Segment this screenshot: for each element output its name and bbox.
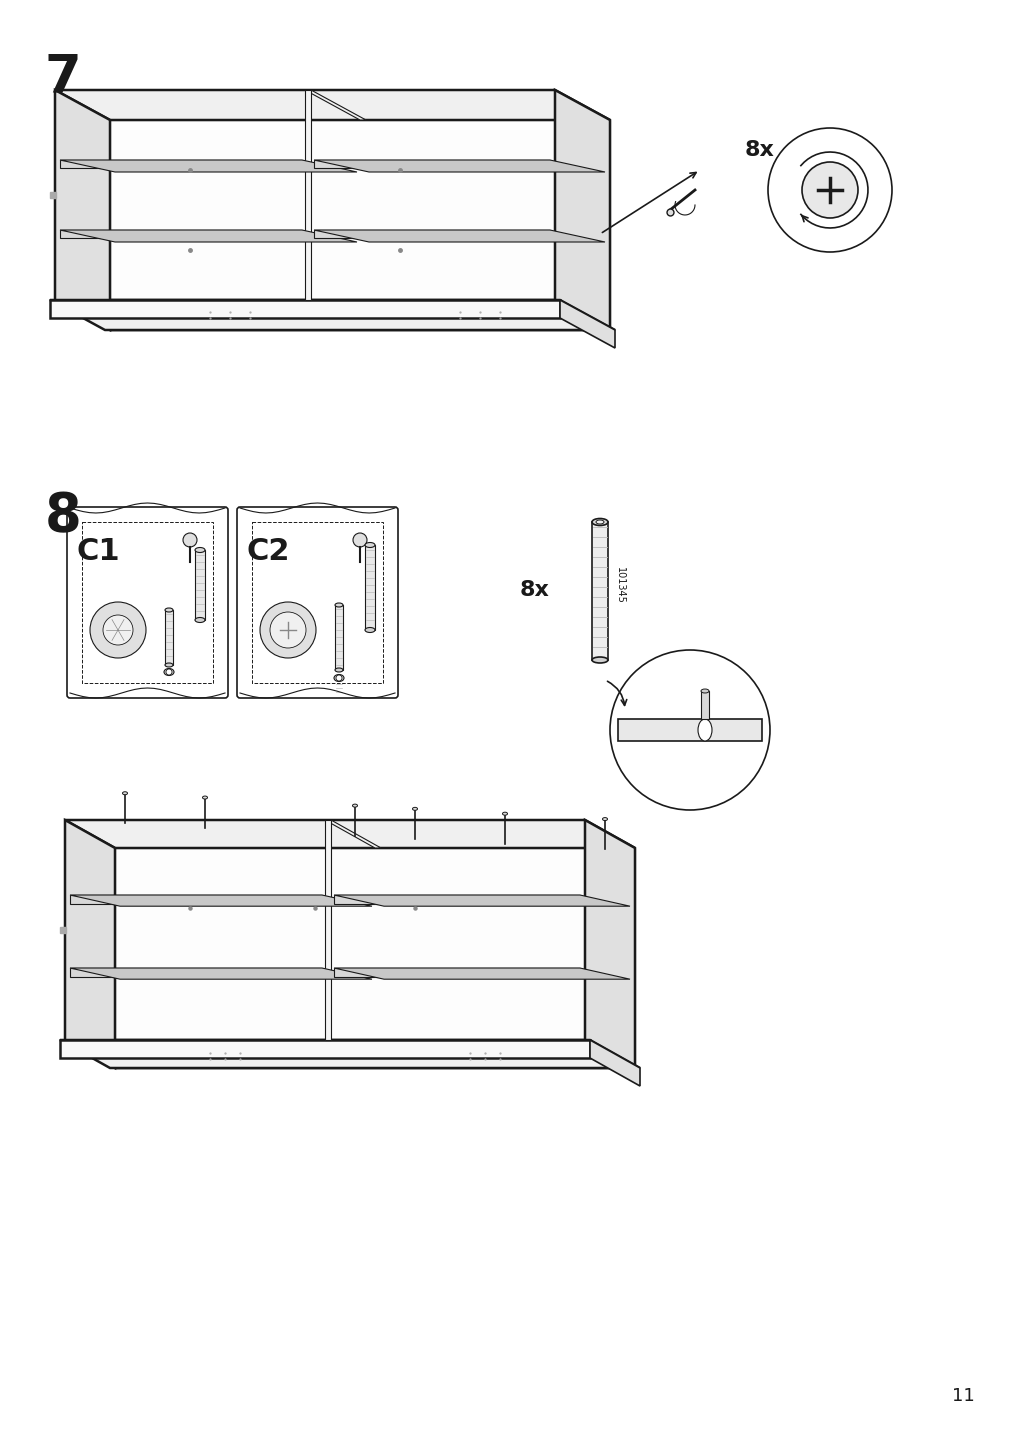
Bar (618, 719, 761, 740)
Polygon shape (313, 231, 605, 242)
Text: C1: C1 (76, 537, 119, 567)
Circle shape (183, 533, 197, 547)
Polygon shape (334, 968, 630, 979)
Bar (335, 604, 343, 670)
Text: 8: 8 (44, 490, 82, 541)
Text: C2: C2 (246, 537, 289, 567)
Circle shape (336, 674, 342, 682)
Polygon shape (60, 160, 301, 168)
Circle shape (801, 162, 857, 218)
Polygon shape (65, 821, 115, 1068)
Ellipse shape (595, 520, 604, 524)
Polygon shape (65, 1040, 634, 1068)
Polygon shape (60, 231, 357, 242)
Polygon shape (70, 968, 321, 977)
Text: 11: 11 (951, 1388, 974, 1405)
Bar (82, 523, 212, 683)
Polygon shape (50, 299, 559, 318)
Bar (365, 546, 375, 630)
Ellipse shape (122, 792, 127, 795)
Polygon shape (65, 821, 634, 848)
Ellipse shape (698, 719, 712, 740)
Ellipse shape (165, 609, 173, 611)
Polygon shape (554, 90, 610, 329)
Polygon shape (70, 895, 321, 904)
FancyBboxPatch shape (237, 507, 397, 697)
Bar (195, 550, 205, 620)
Text: 8x: 8x (520, 580, 549, 600)
Ellipse shape (591, 518, 608, 526)
FancyBboxPatch shape (67, 507, 227, 697)
Bar (165, 610, 173, 664)
Polygon shape (60, 1040, 589, 1058)
Polygon shape (313, 231, 549, 238)
Polygon shape (559, 299, 615, 348)
Polygon shape (304, 90, 366, 120)
Polygon shape (334, 968, 579, 977)
Polygon shape (589, 1040, 639, 1085)
Ellipse shape (412, 808, 418, 811)
Text: 101345: 101345 (615, 567, 625, 603)
Polygon shape (70, 968, 372, 979)
Ellipse shape (202, 796, 207, 799)
Ellipse shape (602, 818, 607, 821)
Polygon shape (584, 821, 634, 1068)
Polygon shape (70, 895, 372, 906)
Circle shape (90, 601, 146, 657)
Polygon shape (60, 1040, 639, 1068)
Polygon shape (313, 160, 549, 168)
Ellipse shape (591, 657, 608, 663)
Ellipse shape (701, 689, 709, 693)
Polygon shape (55, 90, 110, 329)
Ellipse shape (195, 617, 205, 623)
Circle shape (103, 614, 132, 644)
Circle shape (260, 601, 315, 657)
Circle shape (610, 650, 769, 811)
Polygon shape (110, 120, 610, 329)
Ellipse shape (195, 547, 205, 553)
Polygon shape (50, 299, 615, 329)
Ellipse shape (334, 674, 344, 682)
Polygon shape (334, 895, 630, 906)
Polygon shape (313, 160, 605, 172)
Bar (591, 523, 608, 660)
Ellipse shape (352, 805, 357, 808)
Polygon shape (325, 821, 331, 1040)
Circle shape (353, 533, 367, 547)
Ellipse shape (365, 627, 375, 633)
Ellipse shape (335, 667, 343, 672)
Circle shape (767, 127, 891, 252)
Bar (701, 692, 709, 719)
Text: 8x: 8x (744, 140, 774, 160)
Polygon shape (55, 299, 610, 329)
Circle shape (270, 611, 305, 649)
Ellipse shape (335, 603, 343, 607)
Polygon shape (334, 895, 579, 904)
Circle shape (166, 669, 172, 674)
Polygon shape (304, 90, 310, 299)
Polygon shape (60, 160, 357, 172)
Polygon shape (325, 821, 380, 848)
Ellipse shape (165, 663, 173, 667)
Text: 7: 7 (44, 52, 82, 105)
Polygon shape (60, 231, 301, 238)
Polygon shape (55, 90, 610, 120)
Bar (252, 523, 382, 683)
Ellipse shape (502, 812, 507, 815)
Polygon shape (115, 848, 634, 1068)
Ellipse shape (164, 669, 174, 676)
Ellipse shape (365, 543, 375, 547)
